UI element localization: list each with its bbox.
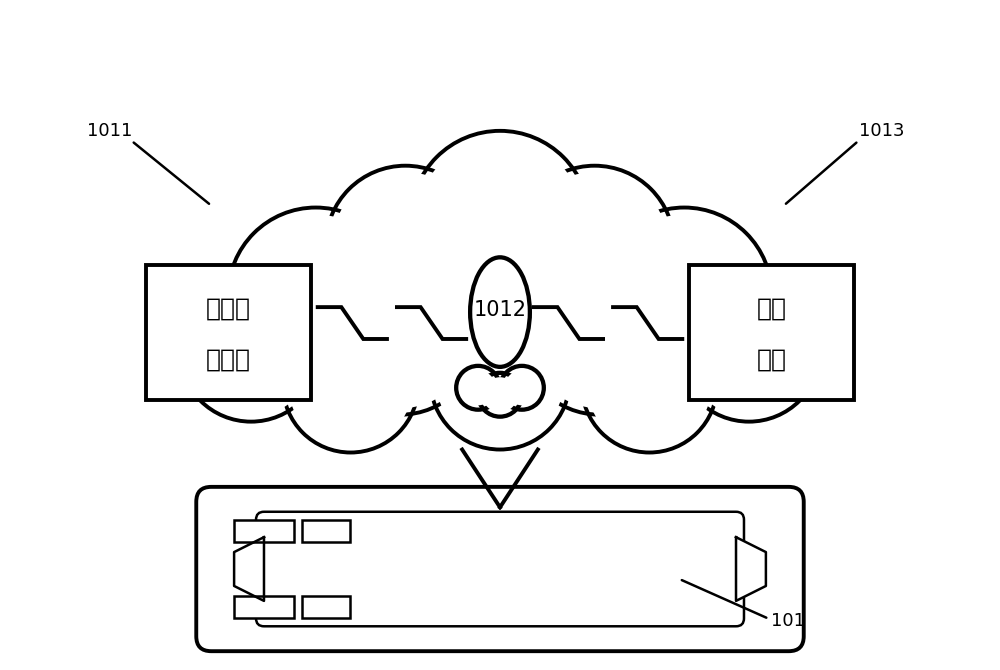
Circle shape xyxy=(381,247,519,384)
Circle shape xyxy=(520,255,679,415)
Circle shape xyxy=(288,322,413,447)
Circle shape xyxy=(478,373,522,417)
Circle shape xyxy=(327,262,474,408)
Circle shape xyxy=(436,316,564,444)
Circle shape xyxy=(482,377,518,412)
Circle shape xyxy=(521,172,668,319)
Circle shape xyxy=(526,262,673,408)
FancyBboxPatch shape xyxy=(302,596,350,618)
Circle shape xyxy=(321,255,480,415)
Circle shape xyxy=(415,200,585,370)
Circle shape xyxy=(500,366,544,409)
Polygon shape xyxy=(736,537,766,601)
FancyBboxPatch shape xyxy=(256,512,744,626)
Circle shape xyxy=(456,366,500,409)
Text: 制设备: 制设备 xyxy=(206,348,251,371)
Circle shape xyxy=(515,165,674,325)
FancyBboxPatch shape xyxy=(302,520,350,541)
Circle shape xyxy=(430,310,570,450)
Circle shape xyxy=(587,322,712,447)
Circle shape xyxy=(597,208,772,383)
Circle shape xyxy=(410,131,590,310)
FancyBboxPatch shape xyxy=(689,265,854,400)
Circle shape xyxy=(418,138,582,303)
Text: 雷达: 雷达 xyxy=(756,348,786,371)
Circle shape xyxy=(475,241,624,390)
Text: 1013: 1013 xyxy=(859,122,904,140)
Text: 101: 101 xyxy=(771,612,805,630)
Ellipse shape xyxy=(477,264,523,360)
Circle shape xyxy=(185,284,317,416)
Circle shape xyxy=(677,278,821,421)
Text: 1012: 1012 xyxy=(474,300,526,320)
Circle shape xyxy=(504,371,539,405)
Circle shape xyxy=(179,278,323,421)
Circle shape xyxy=(235,214,396,376)
Circle shape xyxy=(283,317,418,452)
Circle shape xyxy=(481,247,619,384)
Ellipse shape xyxy=(470,257,530,367)
FancyBboxPatch shape xyxy=(234,596,294,618)
Circle shape xyxy=(228,208,403,383)
Circle shape xyxy=(604,214,765,376)
Polygon shape xyxy=(234,537,264,601)
Circle shape xyxy=(422,207,578,363)
Circle shape xyxy=(332,172,479,319)
Text: 驾驶控: 驾驶控 xyxy=(206,296,251,320)
Text: 1011: 1011 xyxy=(87,122,132,140)
Circle shape xyxy=(683,284,815,416)
FancyBboxPatch shape xyxy=(234,520,294,541)
FancyBboxPatch shape xyxy=(146,265,311,400)
Circle shape xyxy=(326,165,485,325)
Text: 激光: 激光 xyxy=(756,296,786,320)
Circle shape xyxy=(582,317,717,452)
FancyBboxPatch shape xyxy=(196,487,804,651)
Circle shape xyxy=(461,371,496,405)
Circle shape xyxy=(376,241,525,390)
